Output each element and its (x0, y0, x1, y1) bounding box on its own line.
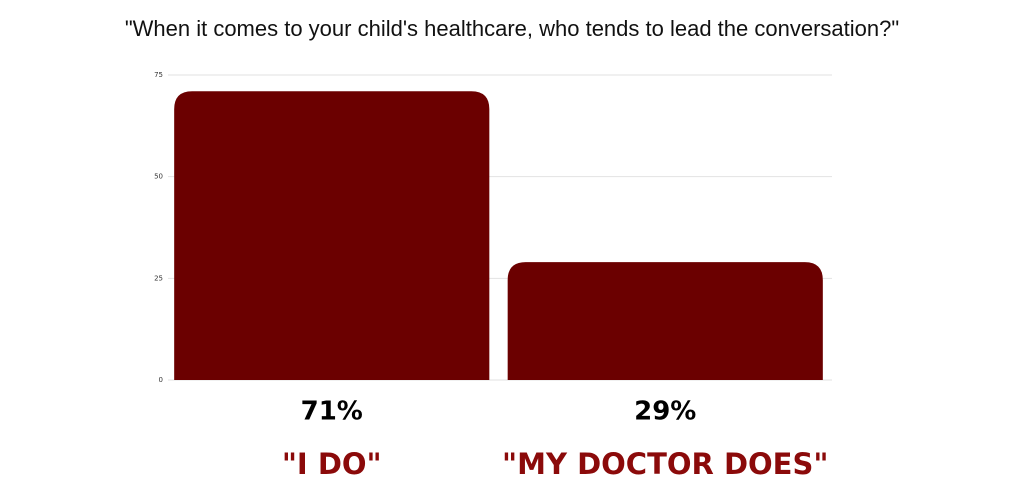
value-label: 71% (301, 397, 363, 427)
bar (174, 91, 490, 381)
y-tick-label: 25 (154, 274, 163, 282)
x-tick-label: "MY DOCTOR DOES" (502, 447, 828, 481)
value-label: 29% (634, 397, 696, 427)
bar (507, 262, 823, 380)
y-tick-label: 50 (154, 173, 163, 181)
x-tick-label: "I DO" (282, 447, 382, 481)
y-tick-label: 75 (154, 71, 163, 79)
y-tick-label: 0 (159, 376, 163, 384)
chart-title: "When it comes to your child's healthcar… (125, 16, 899, 41)
